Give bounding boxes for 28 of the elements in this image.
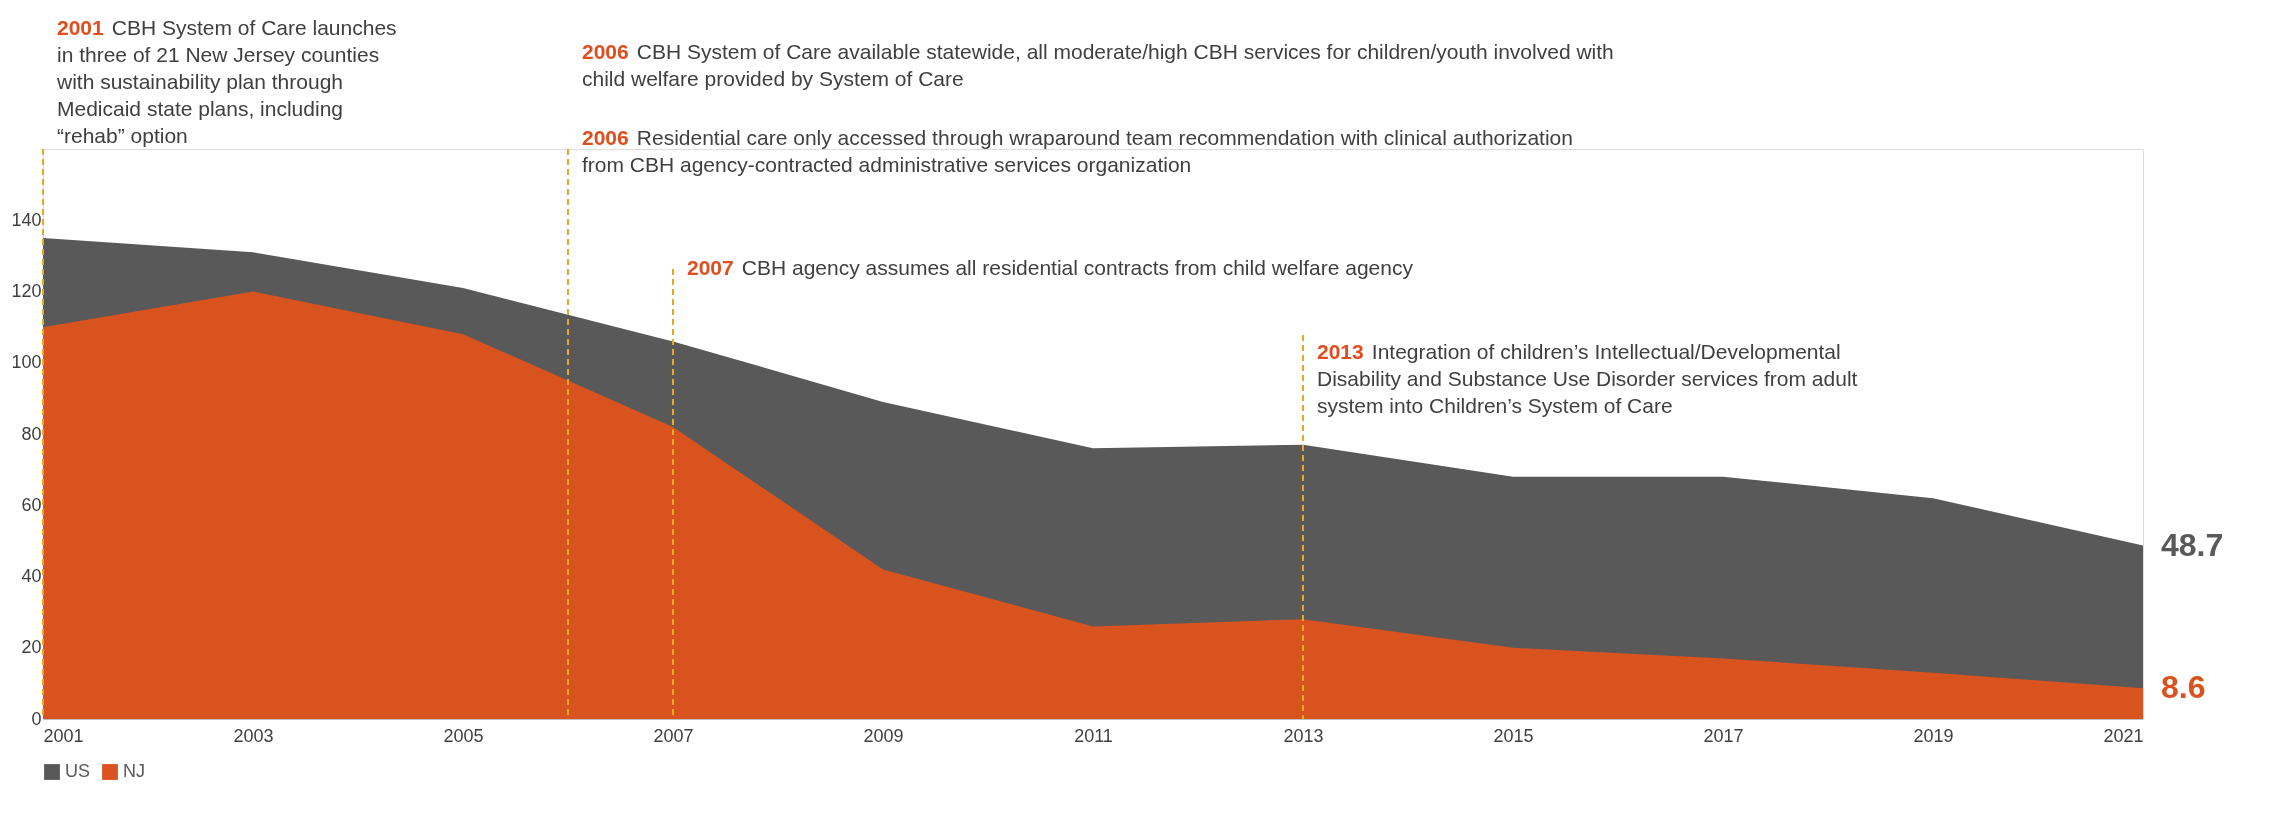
text: 2013 Integration of children’s Intellectual/Developmental Disability and Substance Use Disorder services from adult system into Children’s System of Care — [1317, 340, 1858, 417]
y-tick-label: 60 — [21, 494, 42, 515]
y-tick-label: 40 — [21, 566, 42, 586]
text: 2006 CBH System of Care available statewide, all moderate/high CBH services for children/youth involved with child welfare provided by System of Care — [582, 40, 1614, 90]
text: 2007 CBH agency assumes all residential contracts from child welfare agency — [687, 256, 1413, 279]
y-tick-label: 100 — [11, 352, 42, 373]
y-tick-label: 0 — [31, 708, 42, 729]
data-label: 48.7 — [2161, 526, 2224, 563]
x-tick-label: 2011 — [1074, 725, 1113, 746]
y-tick-label: 120 — [11, 281, 42, 301]
x-tick-label: 2017 — [1703, 725, 1744, 746]
x-tick-label: 2003 — [233, 725, 274, 746]
x-tick-label: 2013 — [1283, 725, 1324, 746]
x-tick-label: 2019 — [1913, 725, 1954, 746]
x-tick-label: 2015 — [1493, 725, 1534, 746]
text: 2001 CBH System of Care launches in three of 21 New Jersey counties with sustainability plan through Medicaid state plans, including “rehab” option — [57, 16, 397, 147]
data-label: 8.6 — [2161, 669, 2206, 706]
y-tick-label: 80 — [21, 423, 42, 444]
x-tick-label: 2007 — [653, 725, 694, 746]
legend-label: NJ — [123, 761, 145, 781]
x-tick-label: 2001 — [43, 725, 84, 746]
x-tick-label: 2021 — [2103, 725, 2144, 746]
legend-label: US — [65, 761, 91, 781]
y-tick-label: 20 — [21, 637, 42, 658]
x-tick-label: 2005 — [443, 725, 484, 746]
text: 2006 Residential care only accessed through wraparound team recommendation with clinical authorization from CBH agency-contracted administrative services organization — [582, 126, 1573, 176]
y-tick-label: 140 — [11, 209, 42, 230]
x-tick-label: 2009 — [863, 725, 904, 746]
